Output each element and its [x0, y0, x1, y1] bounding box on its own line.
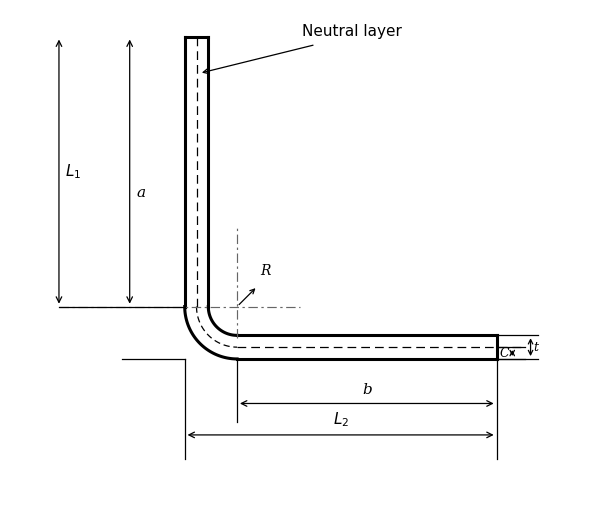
Text: t: t	[533, 341, 538, 354]
Text: $L_1$: $L_1$	[65, 162, 82, 181]
Text: $L_2$: $L_2$	[332, 410, 349, 429]
Text: C: C	[499, 346, 509, 359]
Text: b: b	[362, 383, 371, 397]
Text: a: a	[136, 185, 145, 200]
Text: Neutral layer: Neutral layer	[302, 24, 403, 39]
Text: R: R	[260, 264, 271, 278]
